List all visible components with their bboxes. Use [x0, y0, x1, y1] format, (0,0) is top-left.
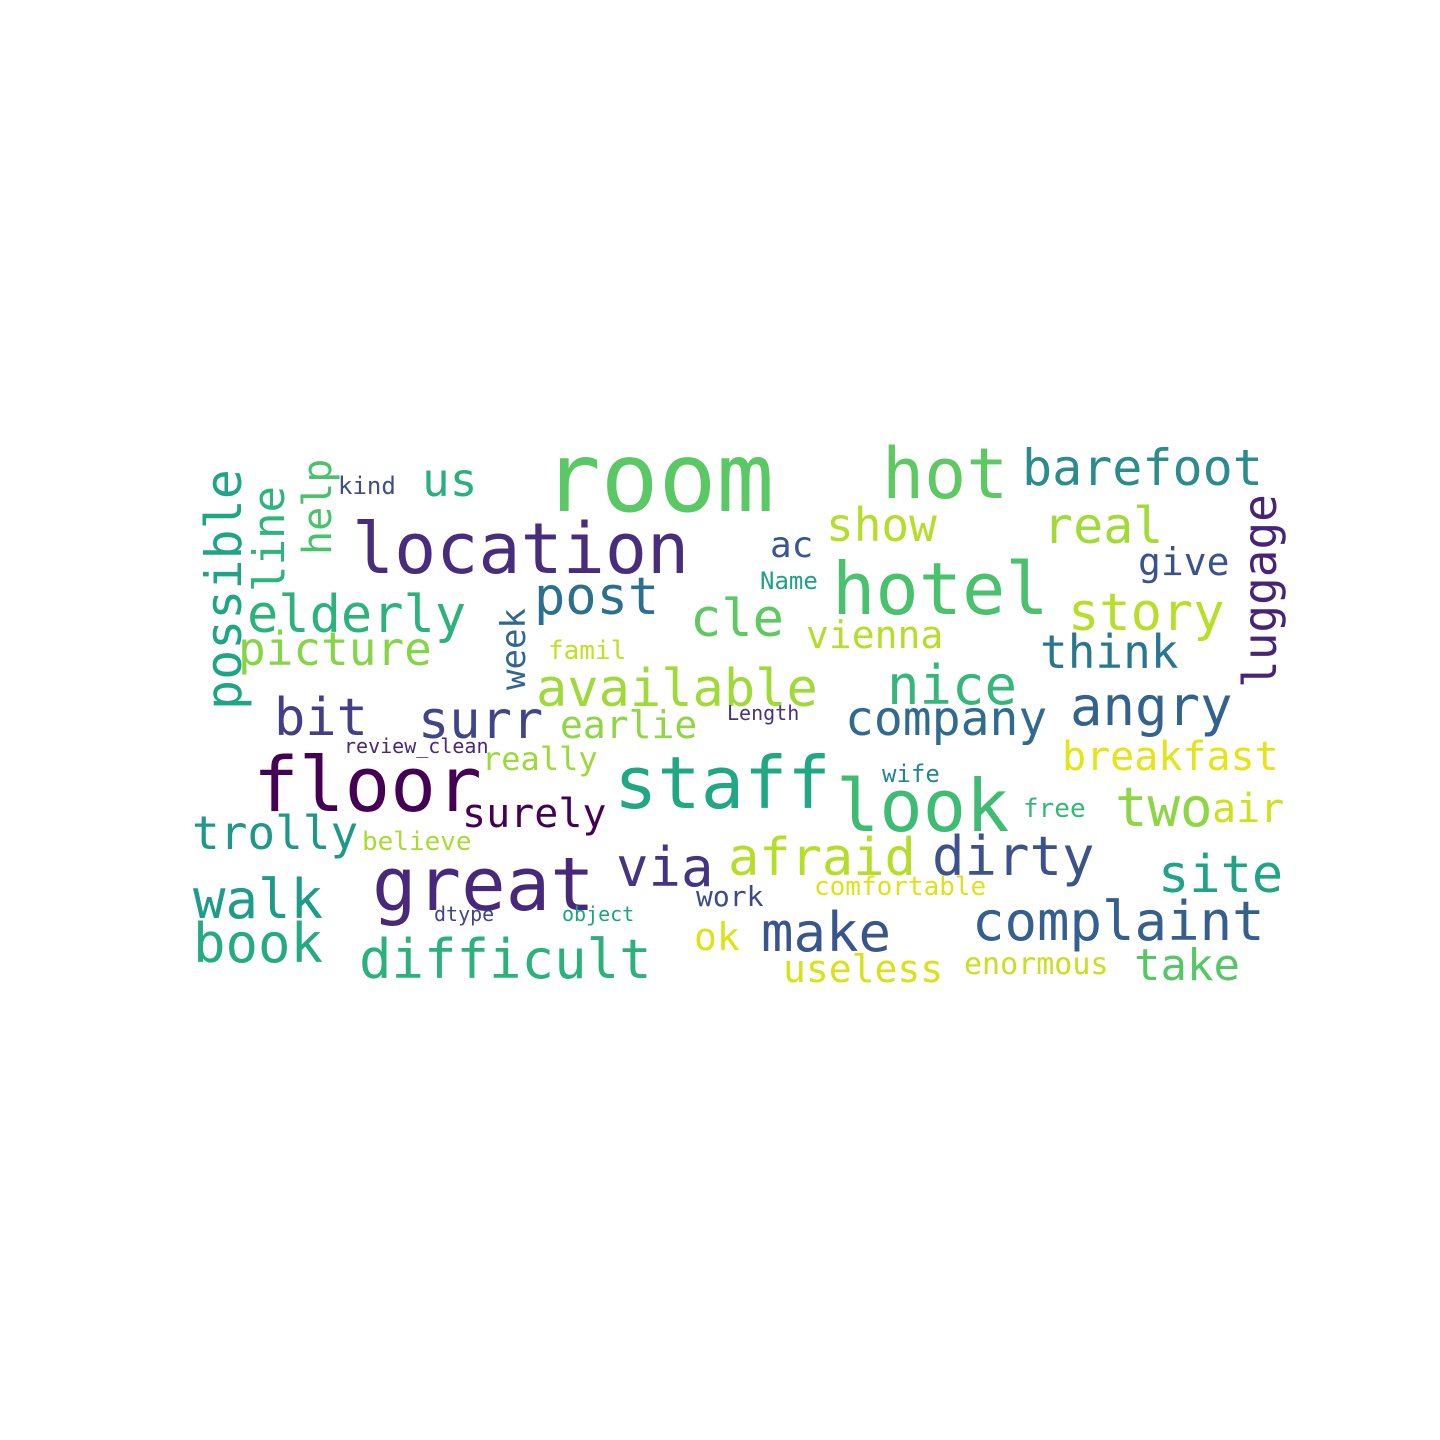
word-picture: picture: [238, 622, 432, 676]
word-week: week: [494, 608, 534, 690]
word-show: show: [826, 498, 937, 552]
word-line: line: [244, 486, 295, 592]
word-elderly: elderly: [247, 585, 466, 645]
word-comfortable: comfortable: [814, 872, 986, 902]
word-believe: believe: [362, 827, 472, 857]
word-afraid: afraid: [728, 828, 916, 888]
word-look: look: [836, 764, 1009, 848]
word-great: great: [372, 842, 595, 928]
word-dirty: dirty: [932, 825, 1095, 888]
word-company: company: [845, 691, 1047, 747]
word-luggage: luggage: [1233, 494, 1287, 688]
word-surely: surely: [462, 791, 607, 837]
word-kind: kind: [338, 472, 396, 500]
word-really: really: [482, 740, 598, 778]
word-ac: ac: [770, 525, 813, 566]
word-ok: ok: [694, 915, 740, 959]
word-help: help: [295, 459, 341, 555]
word-vienna: vienna: [806, 613, 943, 657]
word-dtype: dtype: [434, 902, 494, 926]
word-barefoot: barefoot: [1022, 439, 1263, 497]
word-staff: staff: [614, 741, 831, 825]
word-useless: useless: [783, 947, 943, 991]
word-free: free: [1023, 794, 1086, 824]
word-post: post: [534, 567, 659, 627]
word-complaint: complaint: [972, 890, 1265, 953]
word-nice: nice: [887, 654, 1017, 717]
word-difficult: difficult: [359, 928, 652, 991]
word-Length: Length: [727, 701, 799, 725]
word-review-clean: review_clean: [344, 734, 489, 758]
word-hot: hot: [882, 433, 1008, 515]
word-wife: wife: [882, 760, 940, 788]
word-possible: possible: [195, 469, 253, 710]
word-story: story: [1068, 583, 1225, 643]
word-bit: bit: [274, 688, 368, 748]
word-air: air: [1212, 786, 1284, 832]
word-us: us: [422, 453, 477, 507]
word-site: site: [1158, 845, 1283, 905]
word-think: think: [1040, 625, 1178, 679]
word-walk: walk: [193, 868, 323, 931]
word-available: available: [536, 659, 818, 719]
word-angry: angry: [1070, 675, 1233, 738]
word-famil: famil: [548, 636, 626, 666]
word-enormous: enormous: [964, 947, 1109, 982]
word-Name: Name: [760, 567, 818, 595]
word-book: book: [193, 912, 323, 975]
word-two: two: [1115, 776, 1213, 839]
word-cle: cle: [690, 589, 784, 649]
word-hotel: hotel: [832, 547, 1049, 631]
word-floor: floor: [253, 740, 482, 829]
word-make: make: [761, 901, 891, 964]
word-object: object: [562, 902, 634, 926]
word-earlie: earlie: [560, 703, 697, 747]
word-trolly: trolly: [192, 806, 358, 860]
word-location: location: [352, 508, 689, 590]
word-via: via: [616, 836, 714, 899]
word-take: take: [1134, 940, 1240, 991]
word-real: real: [1043, 497, 1163, 555]
word-give: give: [1138, 540, 1230, 584]
word-room: room: [543, 422, 774, 534]
word-breakfast: breakfast: [1062, 734, 1279, 780]
word-work: work: [696, 880, 764, 913]
word-surr: surr: [418, 691, 543, 751]
